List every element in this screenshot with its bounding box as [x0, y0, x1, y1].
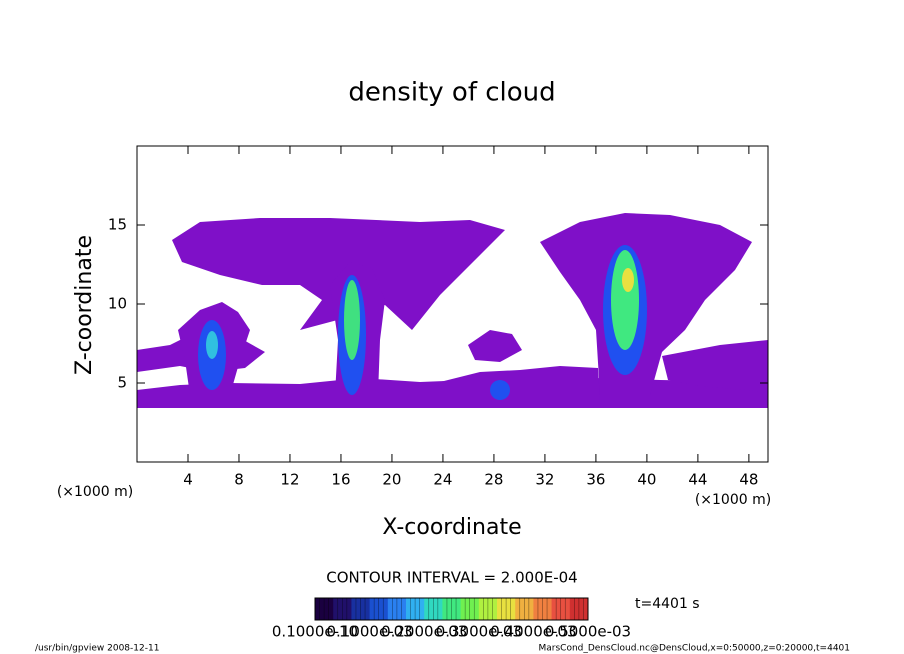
core	[206, 331, 218, 359]
cloud-anvil-left	[172, 218, 505, 330]
colorbar-label: 0.1000e-03	[326, 623, 412, 641]
core	[611, 250, 639, 350]
x-tick-label: 12	[280, 471, 299, 489]
x-tick-label: 36	[586, 471, 605, 489]
chart-title: density of cloud	[348, 78, 555, 108]
cloud-field	[137, 213, 768, 408]
contour-interval: CONTOUR INTERVAL = 2.000E-04	[326, 569, 577, 587]
colorbar	[315, 598, 589, 620]
time-label: t=4401 s	[635, 596, 700, 612]
core	[622, 268, 634, 292]
colorbar-label: 0.3000e-03	[436, 623, 522, 641]
x-tick-label: 8	[234, 471, 244, 489]
core	[490, 380, 510, 400]
x-tick-label: 28	[484, 471, 503, 489]
x-unit-label: (×1000 m)	[57, 484, 133, 500]
x-tick-label: 24	[433, 471, 452, 489]
footer-left: /usr/bin/gpview 2008-12-11	[35, 644, 159, 654]
colorbar-label: 0.5000e-03	[545, 623, 631, 641]
x-tick-label: 48	[739, 471, 758, 489]
colorbar-label: 0.4000e-03	[490, 623, 576, 641]
x-tick-label: 40	[637, 471, 656, 489]
y-tick-label: 5	[117, 374, 127, 392]
cloud-bump-mid	[468, 330, 522, 362]
footer-right: MarsCond_DensCloud.nc@DensCloud,x=0:5000…	[539, 644, 851, 654]
cloud-low-mid	[440, 366, 600, 400]
colorbar-label: 0.1000e-10	[272, 623, 358, 641]
y-axis-label: Z-coordinate	[72, 235, 97, 375]
y-tick-label: 15	[108, 216, 127, 234]
colorbar-frame	[314, 597, 589, 621]
x-tick-label: 32	[535, 471, 554, 489]
cloud-cores	[198, 245, 647, 400]
y-tick-label: 10	[108, 295, 127, 313]
x-tick-label: 44	[688, 471, 707, 489]
colorbar-label: 0.2000e-03	[381, 623, 467, 641]
x-tick-label: 20	[382, 471, 401, 489]
x-tick-label: 4	[183, 471, 193, 489]
core	[344, 280, 360, 360]
x-axis-label: X-coordinate	[382, 515, 521, 540]
cloud-low-right	[662, 340, 768, 392]
y-unit-label: (×1000 m)	[695, 492, 771, 508]
x-tick-label: 16	[331, 471, 350, 489]
